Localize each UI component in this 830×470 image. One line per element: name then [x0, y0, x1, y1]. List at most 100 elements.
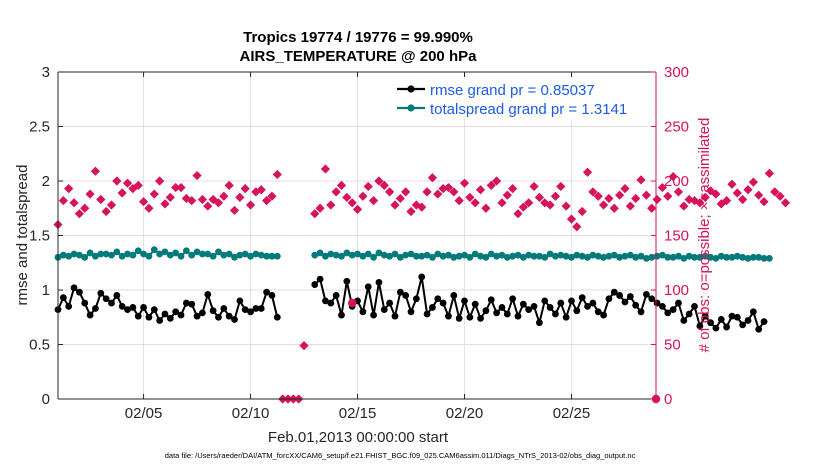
obs-assimilated-marker	[256, 185, 266, 195]
obs-assimilated-marker	[171, 182, 181, 193]
obs-assimilated-marker	[112, 176, 122, 186]
rmse-marker	[632, 301, 640, 309]
tick-labels: 02/05 02/10 02/15 02/20 02/25 0 0.5 1 1.5 2 2.5 3 0 5…	[29, 64, 689, 422]
rmse-marker	[343, 277, 351, 285]
totalspread-marker	[102, 250, 110, 258]
rmse-marker	[273, 313, 281, 321]
totalspread-marker	[471, 250, 479, 258]
totalspread-marker	[445, 251, 452, 259]
rmse-marker	[723, 323, 731, 331]
x-tick-label: 02/10	[232, 405, 270, 422]
rmse-marker	[733, 313, 741, 321]
totalspread-marker	[637, 252, 645, 260]
totalspread-marker	[675, 252, 682, 260]
rmse-marker	[161, 310, 169, 318]
totalspread-marker	[749, 253, 757, 261]
obs-assimilated-marker	[700, 192, 710, 202]
rmse-marker	[177, 311, 185, 319]
obs-assimilated-marker	[566, 214, 577, 224]
totalspread-marker	[386, 252, 394, 260]
y2-axis-label: # of obs: o=possible; ×=assimilated	[696, 118, 713, 353]
obs-assimilated-marker	[657, 182, 668, 193]
rmse-marker	[268, 292, 276, 299]
rmse-marker	[118, 302, 126, 310]
rmse-marker	[241, 306, 249, 314]
obs-assimilated-marker	[315, 203, 325, 213]
totalspread-marker	[744, 254, 752, 262]
obs-assimilated-marker	[229, 205, 240, 216]
obs-assimilated-marker	[748, 177, 758, 187]
totalspread-marker	[327, 250, 335, 258]
y-tick-label: 3	[42, 64, 50, 81]
totalspread-marker	[273, 252, 281, 260]
totalspread-marker	[156, 250, 164, 258]
totalspread-marker	[600, 253, 607, 261]
rmse-marker	[166, 314, 174, 322]
totalspread-marker	[477, 252, 484, 260]
rmse-marker	[172, 308, 180, 316]
y2-tick-label: 50	[664, 337, 681, 354]
rmse-marker	[102, 295, 110, 303]
obs-assimilated-marker	[502, 190, 512, 200]
rmse-marker	[578, 294, 586, 302]
totalspread-marker	[188, 251, 196, 259]
rmse-marker	[375, 278, 383, 286]
obs-assimilated-marker	[272, 169, 282, 180]
rmse-marker	[749, 308, 757, 316]
rmse-marker	[140, 304, 147, 311]
obs-assimilated-marker	[96, 194, 106, 205]
totalspread-marker	[723, 253, 731, 261]
rmse-marker	[370, 311, 377, 319]
legend-rmse-marker	[407, 85, 415, 93]
totalspread-marker	[263, 252, 271, 260]
rmse-marker	[231, 316, 238, 323]
totalspread-marker	[316, 249, 324, 257]
legend: rmse grand pr = 0.85037 totalspread gran…	[392, 77, 645, 119]
obs-assimilated-marker	[759, 197, 769, 207]
chart-subtitle: AIRS_TEMPERATURE @ 200 hPa	[240, 48, 478, 65]
obs-assimilated-marker	[64, 184, 74, 194]
totalspread-marker	[140, 250, 147, 258]
totalspread-marker	[252, 250, 260, 258]
totalspread-marker	[391, 250, 399, 258]
obs-assimilated-marker	[122, 178, 133, 188]
rmse-marker	[642, 290, 650, 298]
obs-assimilated-marker	[358, 191, 368, 201]
obs-assimilated-marker	[176, 182, 186, 193]
totalspread-marker	[113, 248, 121, 256]
totalspread-marker	[642, 254, 650, 262]
obs-assimilated-marker	[106, 200, 117, 210]
y-tick-label: 2	[42, 173, 50, 190]
totalspread-marker	[241, 250, 249, 258]
rmse-marker	[519, 300, 527, 308]
obs-assimilated-marker	[775, 191, 785, 201]
rmse-marker	[600, 311, 607, 319]
totalspread-marker	[546, 250, 554, 258]
obs-assimilated-marker	[684, 194, 694, 205]
rmse-marker	[70, 284, 78, 292]
totalspread-marker	[439, 252, 447, 260]
rmse-marker	[129, 304, 137, 311]
rmse-marker	[359, 308, 367, 316]
totalspread-marker	[589, 251, 597, 259]
obs-assimilated-marker	[443, 182, 454, 193]
obs-assimilated-marker	[524, 198, 534, 208]
obs-assimilated-marker	[213, 198, 224, 208]
obs-assimilated-marker	[513, 209, 523, 219]
rmse-marker	[477, 314, 484, 322]
legend-box	[392, 77, 645, 119]
obs-assimilated-marker	[508, 184, 518, 194]
obs-assimilated-marker	[459, 178, 470, 188]
rmse-marker	[637, 308, 645, 316]
rmse-marker	[156, 317, 164, 324]
totalspread-marker	[166, 251, 174, 259]
totalspread-marker	[124, 250, 131, 258]
obs-assimilated-marker	[417, 202, 427, 212]
obs-assimilated-marker	[363, 181, 373, 192]
totalspread-marker	[584, 253, 591, 261]
totalspread-marker	[429, 253, 436, 261]
rmse-marker	[108, 299, 115, 307]
obs-assimilated-marker	[492, 176, 502, 186]
rmse-marker	[701, 312, 709, 320]
rmse-marker	[407, 308, 415, 316]
